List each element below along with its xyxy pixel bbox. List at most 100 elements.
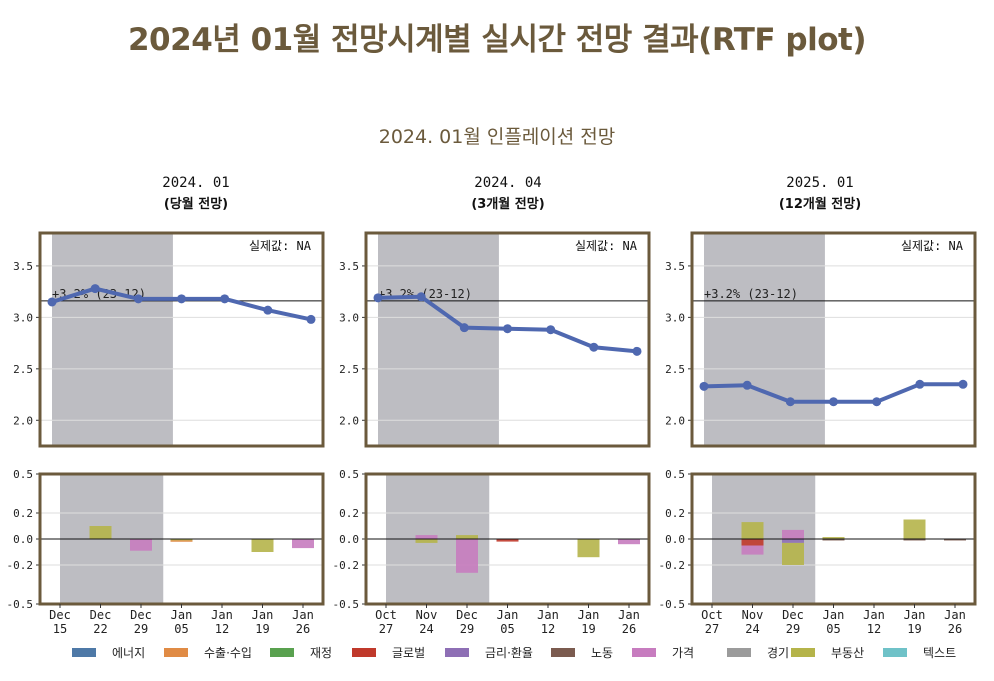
- legend-label: 노동: [591, 645, 614, 660]
- panel-2-header: 2024. 04 (3개월 전망): [364, 175, 652, 212]
- panel-1-x-tick-day: 15: [53, 622, 67, 636]
- panel-2-x-tick-month: Dec: [456, 608, 478, 622]
- panel-3-x-tick-day: 05: [826, 622, 840, 636]
- panel-3-x-tick-label: Jan 19: [904, 608, 926, 636]
- panel-3-x-tick-day: 12: [867, 622, 881, 636]
- legend-item: 부동산: [791, 644, 864, 660]
- panel-2-y-tick-label: 2.0: [339, 414, 359, 427]
- panel-2-data-point: [416, 292, 426, 302]
- legend-swatch: [72, 647, 96, 657]
- panel-2-y-tick-label: 2.5: [339, 363, 359, 376]
- panel-1-bar-y-tick-label: 0.0: [13, 533, 33, 546]
- panel-3-data-point: [872, 397, 882, 407]
- panel-1-contribution-bar: [251, 539, 274, 552]
- panel-2-x-tick-day: 26: [622, 622, 636, 636]
- panel-2-x-tick-month: Nov: [416, 608, 438, 622]
- panel-3-contribution-bar: [822, 537, 845, 539]
- panel-2-x-tick-day: 19: [581, 622, 595, 636]
- panel-2-bar-y-tick-label: -0.5: [333, 598, 360, 611]
- legend-swatch: [632, 647, 656, 657]
- legend-label: 텍스트: [923, 645, 957, 660]
- panel-1-x-tick-day: 05: [174, 622, 188, 636]
- panel-2-data-point: [546, 325, 556, 335]
- panel-2-x-tick-day: 29: [460, 622, 474, 636]
- panel-1-plot-frame: [38, 231, 325, 448]
- legend-label: 수출·수입: [204, 645, 252, 660]
- panel-3-x-tick-month: Jan: [944, 608, 966, 622]
- panel-2-x-tick-month: Jan: [497, 608, 519, 622]
- panel-2-y-tick-label: 3.5: [339, 260, 359, 273]
- panel-3-reference-label: +3.2% (23-12): [704, 287, 798, 301]
- panel-3-bar-y-tick-label: 0.2: [665, 507, 685, 520]
- panel-3-x-tick-day: 27: [705, 622, 719, 636]
- panel-2-bar-y-tick-label: 0.2: [339, 507, 359, 520]
- panel-2-contribution-bar: [415, 539, 438, 543]
- panel-1-x-tick-day: 22: [93, 622, 107, 636]
- panel-3-x-tick-day: 29: [786, 622, 800, 636]
- panel-2-x-tick-month: Oct: [375, 608, 397, 622]
- panel-2-data-point: [503, 324, 512, 334]
- panel-1-x-tick-month: Jan: [211, 608, 233, 622]
- panel-3-contribution-bar: [741, 539, 764, 546]
- panel-1-y-tick-label: 3.0: [13, 311, 33, 324]
- panel-3-x-tick-month: Nov: [742, 608, 764, 622]
- panel-1-x-tick-month: Dec: [130, 608, 152, 622]
- panel-3-x-tick-label: Nov 24: [742, 608, 764, 636]
- legend-item: 가격: [632, 644, 694, 660]
- panel-3-bar-y-tick-label: 0.5: [665, 468, 685, 481]
- panel-3-y-tick-label: 2.0: [665, 414, 685, 427]
- panel-2-x-tick-month: Jan: [618, 608, 640, 622]
- legend-swatch: [551, 647, 575, 657]
- legend-item: 텍스트: [883, 644, 956, 660]
- panel-1-data-point: [177, 294, 186, 304]
- panel-3-x-tick-month: Jan: [863, 608, 885, 622]
- panel-1-x-tick-month: Dec: [90, 608, 112, 622]
- panel-1-x-tick-month: Jan: [252, 608, 274, 622]
- panel-3-contribution-bar: [822, 539, 845, 541]
- panel-1-contribution-bar: [170, 539, 193, 541]
- panel-1-x-tick-day: 12: [215, 622, 229, 636]
- panel-1-x-tick-label: Dec 15: [49, 608, 71, 636]
- legend-label: 재정: [310, 645, 333, 660]
- panel-1-x-tick-label: Jan 12: [211, 608, 233, 636]
- panel-1-x-tick-label: Jan 26: [292, 608, 314, 636]
- legend-item: 재정: [270, 644, 332, 660]
- panel-1-x-tick-label: Dec 22: [90, 608, 112, 636]
- legend-swatch: [791, 647, 815, 657]
- panel-3-contribution-bar: [782, 529, 804, 539]
- panel-3-x-tick-label: Jan 26: [944, 608, 966, 636]
- panel-1-x-tick-label: Jan 05: [171, 608, 193, 636]
- panel-3-contribution-bar: [741, 522, 764, 539]
- panel-3-data-point: [829, 397, 838, 407]
- legend-label: 부동산: [831, 645, 865, 660]
- panel-1-x-tick-day: 26: [296, 622, 310, 636]
- panel-3-bar-y-tick-label: -0.2: [659, 559, 686, 572]
- panel-1-bar-y-tick-label: -0.2: [7, 559, 34, 572]
- panel-3-subtitle: (12개월 전망): [778, 197, 862, 212]
- panel-1-x-tick-month: Jan: [292, 608, 314, 622]
- chart-subtitle: 2024. 01월 인플레이션 전망: [378, 126, 616, 148]
- panel-2-x-tick-day: 24: [419, 622, 433, 636]
- legend-item: 금리·환율: [445, 644, 533, 660]
- panel-1-subtitle: (당월 전망): [163, 197, 229, 212]
- panel-1-x-tick-day: 29: [134, 622, 148, 636]
- panel-3-x-tick-month: Jan: [904, 608, 926, 622]
- panel-2-bar-y-tick-label: 0.0: [339, 533, 359, 546]
- panel-3-data-point: [958, 379, 968, 389]
- panel-3-bar-y-tick-label: 0.0: [665, 533, 685, 546]
- panel-3-x-tick-day: 24: [745, 622, 759, 636]
- panel-2-x-tick-label: Dec 29: [456, 608, 478, 636]
- legend-item: 수출·수입: [164, 644, 252, 660]
- panel-3-shaded-region: [704, 233, 825, 446]
- panel-3-data-point: [785, 397, 795, 407]
- panel-2-y-tick-label: 3.0: [339, 311, 359, 324]
- panel-3-actual-label: 실제값: NA: [901, 239, 964, 253]
- panel-2-x-tick-day: 05: [500, 622, 514, 636]
- panel-1-x-tick-label: Jan 19: [252, 608, 274, 636]
- panel-3-x-tick-label: Dec 29: [782, 608, 804, 636]
- panel-3-plot-frame: [690, 231, 977, 448]
- panel-2-title: 2024. 04: [474, 175, 542, 191]
- panel-2-data-point: [632, 346, 642, 356]
- panel-3-data-point: [742, 380, 752, 390]
- panel-3-x-tick-day: 26: [948, 622, 962, 636]
